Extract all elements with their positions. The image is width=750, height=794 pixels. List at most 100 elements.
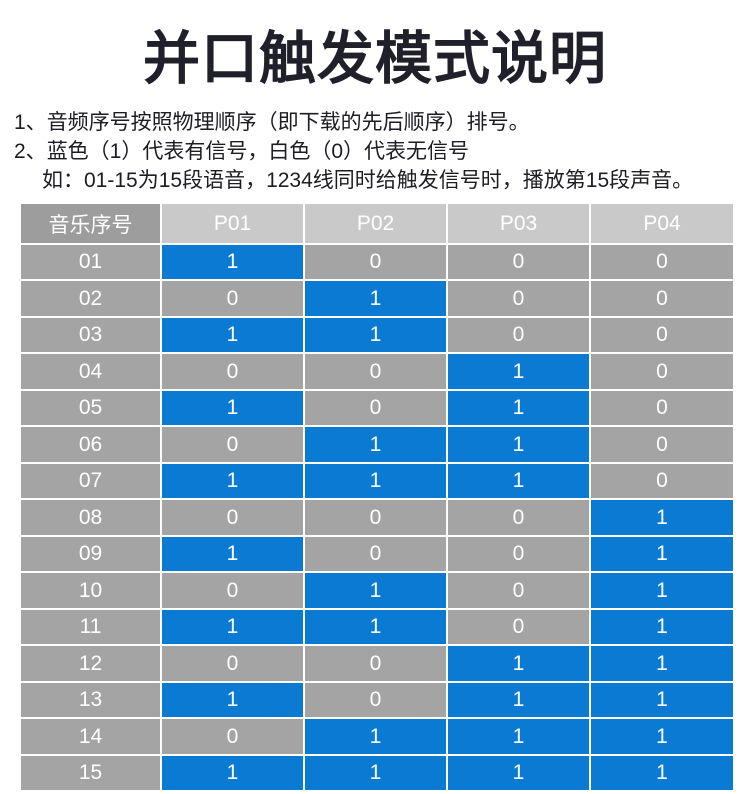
table-row: 10 0 1 0 1 [20,571,734,610]
signal-off-cell: 0 [446,571,591,610]
signal-on-cell: 1 [160,534,305,574]
table-row: 02 0 1 0 0 [20,279,734,318]
signal-off-cell: 0 [589,461,734,501]
signal-on-cell: 1 [446,717,591,756]
music-index-cell: 07 [20,461,162,501]
music-index-cell: 14 [20,717,162,756]
signal-off-cell: 0 [160,498,305,537]
music-index-cell: 08 [20,498,162,537]
signal-on-cell: 1 [160,607,305,647]
signal-on-cell: 1 [589,680,734,720]
note-1: 1、音频序号按照物理顺序（即下载的先后顺序）排号。 [14,108,750,137]
music-index-cell: 01 [20,242,162,282]
table-row: 11 1 1 0 1 [20,607,734,647]
signal-on-cell: 1 [303,717,448,756]
signal-on-cell: 1 [446,461,591,501]
signal-off-cell: 0 [303,680,448,720]
signal-off-cell: 0 [446,498,591,537]
signal-off-cell: 0 [303,388,448,428]
music-index-cell: 09 [20,534,162,574]
signal-on-cell: 1 [589,753,734,792]
signal-on-cell: 1 [160,315,305,355]
table-row: 05 1 0 1 0 [20,388,734,428]
table-row: 08 0 0 0 1 [20,498,734,537]
music-index-cell: 15 [20,753,162,792]
table-body: 01 1 0 0 0 02 0 1 0 0 03 1 1 0 0 04 0 0 1 0 05 1 0 1 0 06 0 1 1 0 07 1 1… [20,242,734,792]
signal-on-cell: 1 [446,644,591,683]
signal-off-cell: 0 [589,279,734,318]
music-index-header: 音乐序号 [20,203,162,245]
signal-on-cell: 1 [303,753,448,792]
table-row: 06 0 1 1 0 [20,425,734,464]
p04-column-header: P04 [589,203,734,245]
signal-off-cell: 0 [160,425,305,464]
signal-on-cell: 1 [589,644,734,683]
note-1-text: 音频序号按照物理顺序（即下载的先后顺序）排号。 [46,111,530,134]
manual-page: 并口触发模式说明 1、音频序号按照物理顺序（即下载的先后顺序）排号。 2、蓝色（… [0,22,750,794]
signal-off-cell: 0 [589,352,734,391]
note-2-text: 蓝色（1）代表有信号，白色（0）代表无信号 [46,140,470,163]
page-title: 并口触发模式说明 [143,27,607,91]
signal-on-cell: 1 [446,388,591,428]
signal-on-cell: 1 [589,717,734,756]
music-index-cell: 02 [20,279,162,318]
signal-on-cell: 1 [303,607,448,647]
music-index-cell: 03 [20,315,162,355]
signal-off-cell: 0 [160,717,305,756]
signal-on-cell: 1 [160,680,305,720]
signal-off-cell: 0 [589,242,734,282]
signal-off-cell: 0 [303,242,448,282]
signal-on-cell: 1 [589,498,734,537]
signal-on-cell: 1 [303,315,448,355]
table-row: 03 1 1 0 0 [20,315,734,355]
signal-off-cell: 0 [446,607,591,647]
music-index-cell: 04 [20,352,162,391]
signal-on-cell: 1 [446,425,591,464]
table-row: 13 1 0 1 1 [20,680,734,720]
note-1-number: 1、 [14,111,47,134]
music-index-cell: 10 [20,571,162,610]
table-row: 14 0 1 1 1 [20,717,734,756]
signal-on-cell: 1 [160,242,305,282]
music-index-cell: 13 [20,680,162,720]
table-row: 01 1 0 0 0 [20,242,734,282]
signal-off-cell: 0 [303,644,448,683]
note-2-example: 如：01-15为15段语音，1234线同时给触发信号时，播放第15段声音。 [14,166,750,195]
signal-on-cell: 1 [589,534,734,574]
table-row: 07 1 1 1 0 [20,461,734,501]
signal-off-cell: 0 [589,425,734,464]
signal-off-cell: 0 [446,534,591,574]
table-row: 04 0 0 1 0 [20,352,734,391]
signal-on-cell: 1 [303,461,448,501]
signal-on-cell: 1 [589,571,734,610]
signal-on-cell: 1 [446,680,591,720]
music-index-cell: 06 [20,425,162,464]
note-2-number: 2、 [14,140,47,163]
signal-on-cell: 1 [446,753,591,792]
note-2-example-text: 如：01-15为15段语音，1234线同时给触发信号时，播放第15段声音。 [42,169,694,192]
signal-on-cell: 1 [446,352,591,391]
signal-off-cell: 0 [303,352,448,391]
trigger-mode-table: 音乐序号 P01 P02 P03 P04 01 1 0 0 0 02 0 1 0 0 03 1 1 0 0 0… [20,203,734,792]
signal-off-cell: 0 [160,644,305,683]
signal-on-cell: 1 [589,607,734,647]
signal-off-cell: 0 [589,315,734,355]
table-row: 15 1 1 1 1 [20,753,734,792]
signal-off-cell: 0 [446,242,591,282]
signal-off-cell: 0 [303,498,448,537]
table-header-row: 音乐序号 P01 P02 P03 P04 [20,203,734,245]
table-row: 12 0 0 1 1 [20,644,734,683]
signal-on-cell: 1 [303,425,448,464]
music-index-cell: 12 [20,644,162,683]
signal-off-cell: 0 [160,279,305,318]
music-index-cell: 11 [20,607,162,647]
p03-column-header: P03 [446,203,591,245]
signal-off-cell: 0 [589,388,734,428]
note-2: 2、蓝色（1）代表有信号，白色（0）代表无信号 [14,137,750,166]
signal-on-cell: 1 [160,388,305,428]
music-index-cell: 05 [20,388,162,428]
signal-off-cell: 0 [446,315,591,355]
p02-column-header: P02 [303,203,448,245]
signal-off-cell: 0 [160,571,305,610]
signal-on-cell: 1 [160,461,305,501]
